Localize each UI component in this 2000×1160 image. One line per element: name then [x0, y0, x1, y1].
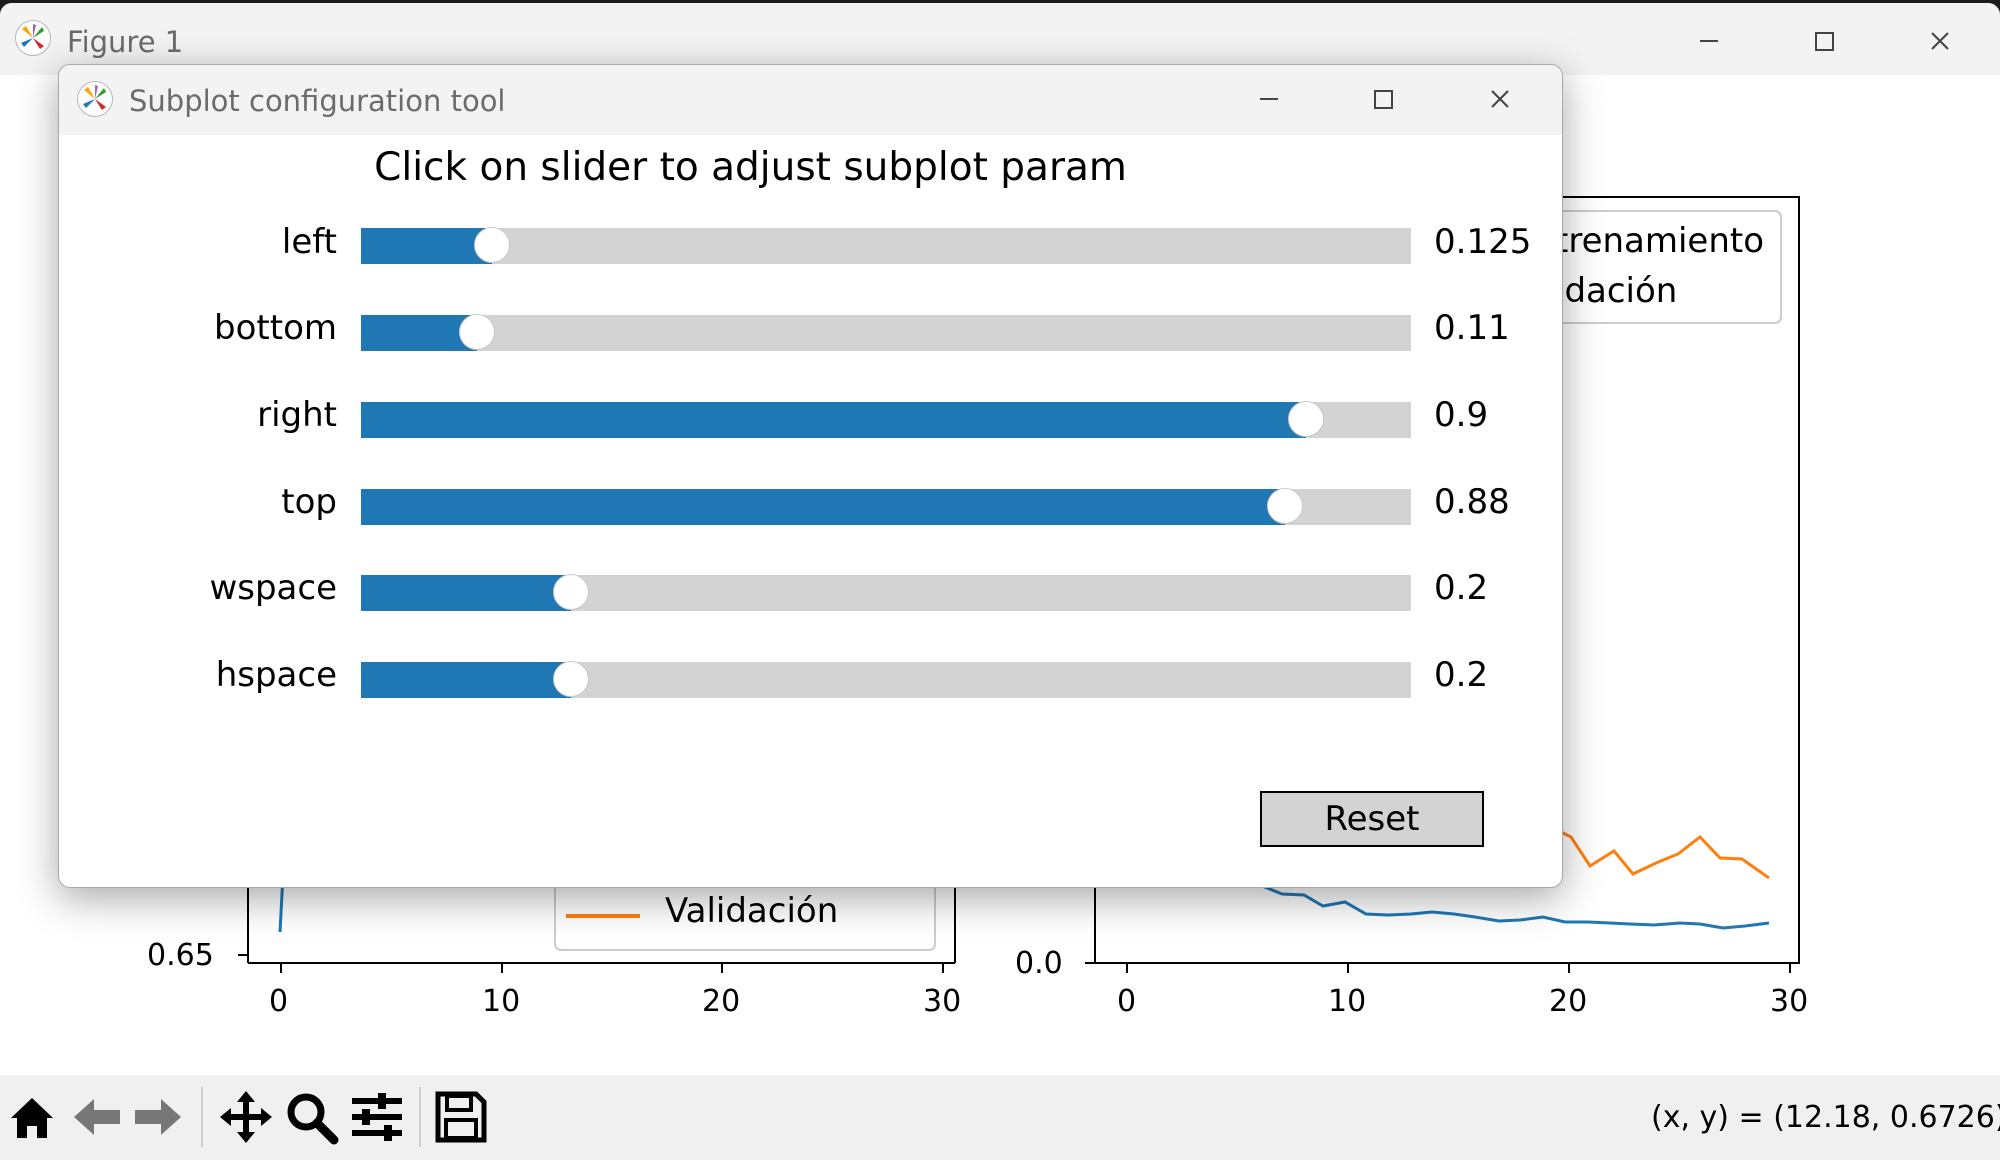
close-button[interactable]: [1922, 23, 1958, 59]
y-tick-label: 0.0: [1015, 946, 1063, 981]
save-icon[interactable]: [432, 1088, 490, 1146]
param-label-wspace: wspace: [209, 568, 337, 608]
matplotlib-logo-icon: [77, 81, 113, 117]
param-value-right: 0.9: [1434, 395, 1489, 435]
slider-fill: [361, 315, 477, 351]
slider-wspace[interactable]: [361, 574, 1411, 611]
home-icon[interactable]: [3, 1088, 61, 1146]
x-tick-label: 10: [482, 984, 521, 1019]
legend-label-validacion: Validación: [665, 891, 839, 931]
legend-label-validacion-partial: idación: [1555, 271, 1678, 311]
slider-top[interactable]: [361, 488, 1411, 525]
maximize-button[interactable]: [1806, 23, 1842, 59]
forward-icon[interactable]: [129, 1088, 187, 1146]
window-title: Figure 1: [67, 25, 184, 59]
back-icon[interactable]: [68, 1088, 126, 1146]
param-value-wspace: 0.2: [1434, 568, 1489, 608]
zoom-icon[interactable]: [282, 1088, 340, 1146]
toolbar-separator: [419, 1087, 421, 1147]
slider-handle[interactable]: [459, 314, 495, 350]
navigation-toolbar: (x, y) = (12.18, 0.6726): [0, 1075, 2000, 1160]
configure-subplots-icon[interactable]: [348, 1088, 406, 1146]
slider-fill: [361, 575, 571, 611]
param-value-bottom: 0.11: [1434, 308, 1510, 348]
series-line-entrenamiento: [1254, 881, 1770, 930]
x-tick-label: 20: [702, 984, 741, 1019]
matplotlib-logo-icon: [15, 20, 51, 56]
figure-titlebar: Figure 1: [0, 3, 2000, 75]
subplot-configuration-dialog: Subplot configuration tool Click on slid…: [58, 64, 1563, 888]
x-tick-label: 30: [1770, 984, 1809, 1019]
dialog-title: Subplot configuration tool: [129, 84, 506, 118]
x-tick-label: 10: [1328, 984, 1367, 1019]
dialog-close-button[interactable]: [1482, 81, 1518, 117]
param-label-right: right: [257, 395, 337, 435]
slider-handle[interactable]: [1267, 488, 1303, 524]
param-value-hspace: 0.2: [1434, 655, 1489, 695]
x-tick-label: 30: [923, 984, 962, 1019]
pan-icon[interactable]: [217, 1088, 275, 1146]
param-value-left: 0.125: [1434, 222, 1532, 262]
slider-hspace[interactable]: [361, 661, 1411, 698]
param-label-left: left: [281, 222, 337, 262]
slider-fill: [361, 662, 571, 698]
x-tick-label: 0: [269, 984, 289, 1019]
slider-handle[interactable]: [553, 661, 589, 697]
y-tick-label: 0.65: [147, 938, 214, 973]
slider-fill: [361, 228, 492, 264]
x-tick-label: 0: [1117, 984, 1137, 1019]
slider-handle[interactable]: [474, 227, 510, 263]
slider-handle[interactable]: [1288, 401, 1324, 437]
slider-bottom[interactable]: [361, 314, 1411, 351]
param-label-bottom: bottom: [214, 308, 337, 348]
dialog-heading: Click on slider to adjust subplot param: [374, 145, 1127, 190]
dialog-maximize-button[interactable]: [1365, 81, 1401, 117]
dialog-titlebar: Subplot configuration tool: [59, 65, 1562, 135]
toolbar-separator: [201, 1087, 203, 1147]
slider-fill: [361, 402, 1306, 438]
legend-label-entrenamiento: trenamiento: [1555, 221, 1765, 261]
minimize-button[interactable]: [1691, 23, 1727, 59]
coordinate-readout: (x, y) = (12.18, 0.6726): [1651, 1100, 2000, 1135]
slider-handle[interactable]: [553, 574, 589, 610]
dialog-minimize-button[interactable]: [1251, 81, 1287, 117]
slider-left[interactable]: [361, 227, 1411, 264]
slider-right[interactable]: [361, 401, 1411, 438]
slider-fill: [361, 489, 1285, 525]
series-line-validacion: [1556, 828, 1770, 880]
param-label-hspace: hspace: [215, 655, 337, 695]
param-value-top: 0.88: [1434, 482, 1510, 522]
reset-button[interactable]: Reset: [1260, 791, 1484, 847]
param-label-top: top: [281, 482, 337, 522]
x-tick-label: 20: [1549, 984, 1588, 1019]
